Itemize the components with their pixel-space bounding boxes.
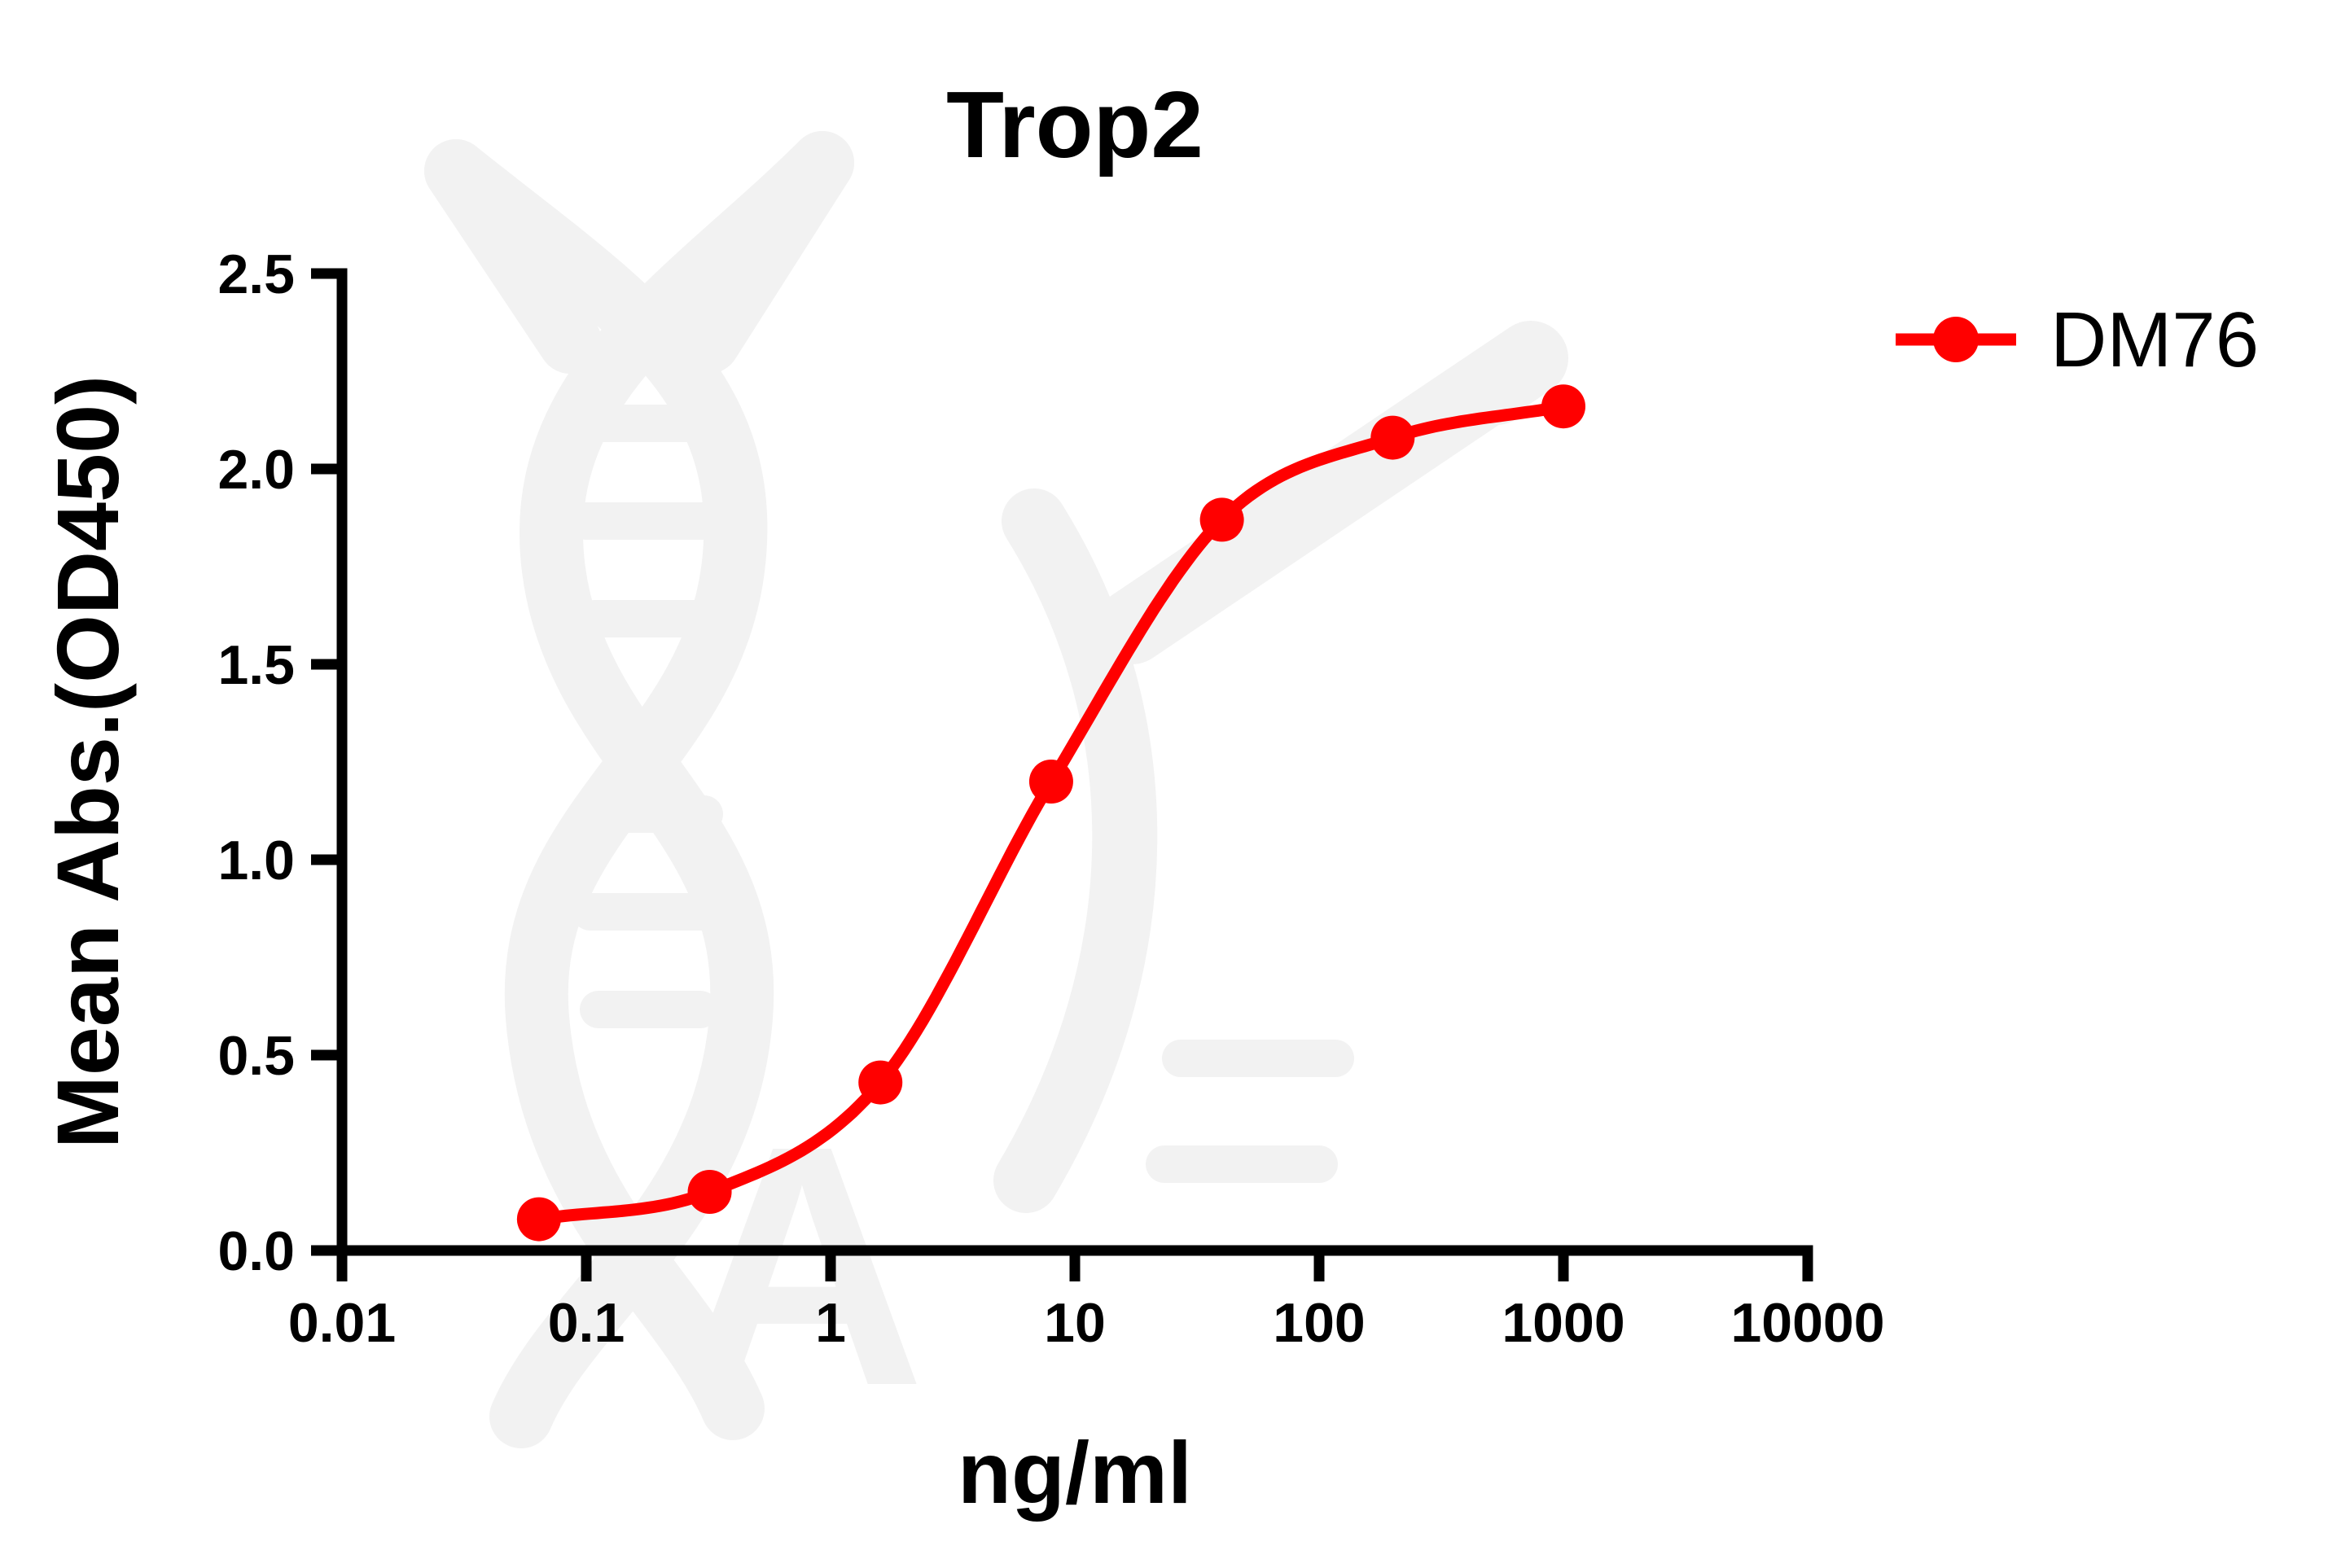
- y-tick-label-1.5: 1.5: [217, 634, 295, 696]
- dm76-data-point-200: [1370, 415, 1415, 460]
- x-axis-title: ng/ml: [958, 1423, 1192, 1522]
- dm76-data-point-1.6: [858, 1060, 903, 1105]
- y-tick-label-0.5: 0.5: [217, 1025, 295, 1087]
- x-tick-label-1000: 1000: [1502, 1292, 1624, 1354]
- y-axis-title: Mean Abs.(OD450): [38, 375, 137, 1149]
- legend-label: DM76: [2050, 296, 2259, 383]
- chart-title: Trop2: [946, 72, 1203, 177]
- x-tick-label-10: 10: [1044, 1292, 1106, 1354]
- dm76-data-point-8: [1028, 760, 1073, 804]
- y-tick-label-0.0: 0.0: [217, 1220, 295, 1282]
- dm76-data-point-0.32: [687, 1170, 732, 1214]
- axes: 0.0 0.5 1.0 1.5 2.0 2.5 0.01 0.1 1 10 100 1000 10000: [217, 243, 1884, 1354]
- x-tick-label-0.01: 0.01: [288, 1292, 396, 1354]
- dm76-data-point-40: [1199, 497, 1244, 542]
- y-tick-label-1.0: 1.0: [217, 830, 295, 891]
- y-tick-label-2.5: 2.5: [217, 243, 295, 305]
- y-tick-label-2.0: 2.0: [217, 439, 295, 501]
- x-tick-label-0.1: 0.1: [548, 1292, 625, 1354]
- x-tick-label-10000: 10000: [1730, 1292, 1884, 1354]
- dm76-data-point-0.064: [516, 1197, 561, 1242]
- legend-marker-circle: [1933, 317, 1979, 362]
- series-dm76: [516, 384, 1585, 1242]
- watermark-letter: A: [678, 1075, 925, 1457]
- legend: DM76: [1896, 296, 2259, 383]
- x-tick-label-100: 100: [1273, 1292, 1365, 1354]
- watermark-dna-helix: A: [424, 131, 1568, 1457]
- dm76-data-point-1000: [1541, 384, 1585, 429]
- x-tick-label-1: 1: [815, 1292, 846, 1354]
